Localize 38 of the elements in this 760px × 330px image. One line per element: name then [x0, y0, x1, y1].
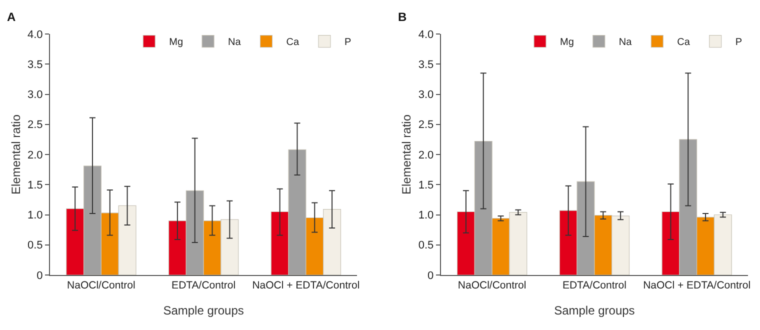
y-tick-label: 4.0 — [28, 28, 43, 41]
x-tick-label: EDTA/Control — [172, 280, 236, 292]
y-tick-label: 3.0 — [418, 89, 434, 102]
legend-label: P — [735, 37, 742, 48]
x-axis-title: Sample groups — [554, 304, 635, 318]
y-tick-label: 3.5 — [418, 58, 434, 71]
y-tick-label: 0 — [428, 270, 434, 282]
y-tick-label: 0.5 — [28, 240, 43, 252]
y-tick-label: 2.0 — [418, 149, 434, 162]
y-tick-label: 4.0 — [418, 28, 434, 41]
y-tick-label: 1.0 — [28, 210, 43, 222]
y-axis-title: Elemental ratio — [400, 114, 414, 195]
y-tick-label: 0 — [36, 270, 43, 282]
x-tick-label: NaOCl + EDTA/Control — [252, 280, 360, 292]
x-tick-label: EDTA/Control — [562, 280, 626, 292]
y-tick-label: 1.5 — [418, 179, 434, 192]
chart-title: B — [398, 10, 407, 24]
legend-label: Mg — [169, 37, 184, 48]
x-tick-label: NaOCl + EDTA/Control — [643, 280, 751, 292]
y-tick-label: 1.0 — [418, 210, 434, 222]
legend-label: P — [344, 37, 352, 48]
legend-label: Na — [618, 37, 632, 48]
y-tick-label: 3.5 — [28, 58, 43, 71]
y-tick-label: 0.5 — [418, 240, 434, 252]
y-tick-label: 2.5 — [418, 119, 434, 132]
x-axis-title: Sample groups — [163, 304, 244, 318]
y-tick-label: 2.0 — [28, 149, 43, 162]
x-tick-label: NaOCl/Control — [67, 280, 136, 292]
y-tick-label: 1.5 — [28, 179, 43, 192]
legend-label: Na — [228, 37, 242, 48]
legend-label: Ca — [677, 37, 690, 48]
x-tick-label: NaOCl/Control — [458, 280, 526, 292]
legend-label: Mg — [560, 37, 574, 48]
chart-title: A — [7, 10, 16, 24]
y-axis-title: Elemental ratio — [8, 114, 23, 195]
y-tick-label: 3.0 — [28, 89, 43, 102]
legend-label: Ca — [286, 37, 300, 48]
y-tick-label: 2.5 — [28, 119, 43, 132]
